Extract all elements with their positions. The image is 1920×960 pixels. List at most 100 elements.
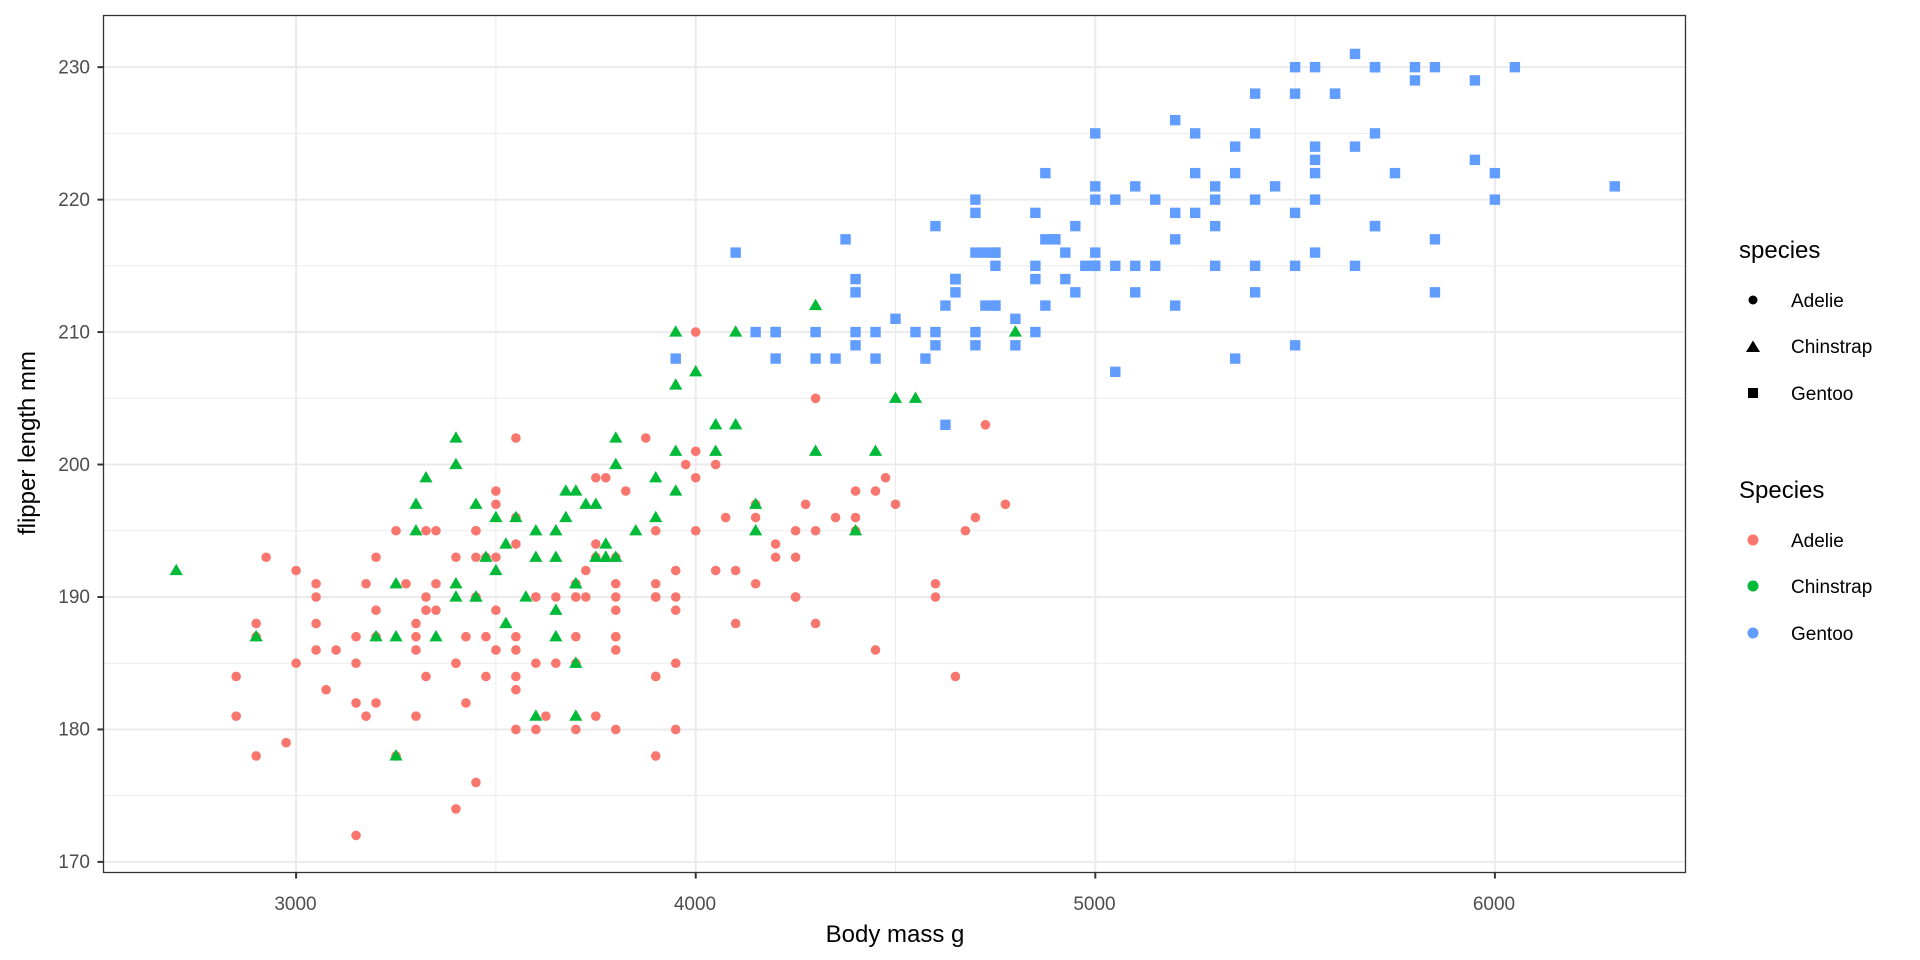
data-point-gentoo <box>980 247 991 258</box>
data-point-gentoo <box>1229 353 1241 364</box>
data-point-gentoo <box>1469 75 1481 86</box>
data-point-chinstrap <box>429 629 443 642</box>
data-point-adelie <box>870 486 881 496</box>
data-point-gentoo <box>840 234 851 245</box>
data-point-adelie <box>750 512 761 523</box>
data-point-gentoo <box>850 273 861 285</box>
data-point-adelie <box>431 525 441 536</box>
data-point-gentoo <box>890 313 901 325</box>
data-point-adelie <box>431 605 441 616</box>
data-point-chinstrap <box>369 629 383 642</box>
data-point-chinstrap <box>908 391 923 403</box>
data-point-adelie <box>391 525 401 536</box>
data-point-adelie <box>950 671 961 682</box>
data-point-adelie <box>351 698 361 708</box>
data-point-adelie <box>511 631 521 642</box>
data-point-gentoo <box>1249 287 1261 298</box>
y-axis-title: flipper length mm <box>14 351 41 535</box>
data-point-adelie <box>311 578 321 589</box>
data-point-gentoo <box>1269 181 1281 192</box>
data-point-chinstrap <box>409 497 423 509</box>
data-point-gentoo <box>1209 220 1221 232</box>
legend-color: Species Adelie Chinstrap Gentoo <box>1739 477 1872 645</box>
data-point-chinstrap <box>669 444 683 456</box>
data-point-chinstrap <box>389 629 403 642</box>
data-point-gentoo <box>990 247 1001 258</box>
data-point-gentoo <box>1349 48 1361 60</box>
data-point-chinstrap <box>669 484 683 496</box>
data-point-adelie <box>770 552 781 563</box>
data-point-gentoo <box>850 340 861 351</box>
data-point-adelie <box>311 618 321 629</box>
y-tick-label-190: 190 <box>58 587 90 608</box>
data-point-gentoo <box>1150 260 1161 272</box>
data-point-adelie <box>331 645 341 655</box>
data-point-chinstrap <box>669 325 683 337</box>
data-point-adelie <box>531 724 541 735</box>
data-point-adelie <box>411 631 421 642</box>
legend-color-chinstrap: Chinstrap <box>1791 577 1872 598</box>
data-point-gentoo <box>930 220 941 232</box>
data-point-adelie <box>461 698 471 708</box>
data-point-gentoo <box>1060 273 1071 285</box>
data-point-adelie <box>830 512 841 523</box>
data-point-gentoo <box>1110 260 1121 272</box>
data-point-adelie <box>591 472 601 483</box>
data-point-gentoo <box>1070 220 1081 232</box>
data-point-chinstrap <box>549 603 563 615</box>
data-point-adelie <box>531 592 541 602</box>
legend-color-title: Species <box>1739 477 1824 504</box>
data-point-adelie <box>491 552 501 563</box>
data-point-adelie <box>581 565 591 576</box>
data-point-gentoo <box>1090 181 1101 192</box>
data-point-gentoo <box>1209 194 1221 205</box>
legend-shape-gentoo: Gentoo <box>1791 384 1853 405</box>
data-point-gentoo <box>670 353 681 364</box>
data-point-gentoo <box>1309 167 1321 179</box>
data-point-gentoo <box>1489 194 1501 205</box>
data-point-gentoo <box>1309 154 1321 166</box>
data-point-gentoo <box>980 300 991 311</box>
data-point-chinstrap <box>559 484 573 496</box>
data-point-chinstrap <box>709 417 723 430</box>
data-point-chinstrap <box>479 550 493 562</box>
data-point-chinstrap <box>489 510 503 523</box>
data-point-adelie <box>650 525 661 536</box>
data-point-adelie <box>251 751 261 761</box>
data-point-gentoo <box>850 326 861 338</box>
data-point-chinstrap <box>868 444 883 456</box>
data-point-chinstrap <box>449 457 463 470</box>
data-point-adelie <box>610 592 621 602</box>
data-point-gentoo <box>1090 260 1101 272</box>
data-point-gentoo <box>1090 128 1101 139</box>
data-point-gentoo <box>1289 340 1301 351</box>
data-point-gentoo <box>1090 194 1101 205</box>
legend-square-icon <box>1748 388 1758 398</box>
data-point-gentoo <box>1229 167 1241 179</box>
data-point-gentoo <box>950 273 961 285</box>
data-point-adelie <box>401 578 411 589</box>
data-point-adelie <box>650 671 661 682</box>
data-point-gentoo <box>1289 61 1301 73</box>
data-point-chinstrap <box>579 497 593 509</box>
data-point-chinstrap <box>549 629 563 642</box>
data-point-adelie <box>650 751 661 761</box>
data-point-adelie <box>980 419 991 430</box>
data-point-gentoo <box>810 353 821 364</box>
legend-circle-icon <box>1748 295 1758 305</box>
data-point-gentoo <box>1369 61 1381 73</box>
data-point-adelie <box>311 592 321 602</box>
data-point-adelie <box>690 472 701 483</box>
data-point-chinstrap <box>808 298 823 311</box>
x-axis-title: Body mass g <box>826 921 965 948</box>
data-point-adelie <box>551 592 561 602</box>
data-point-gentoo <box>1409 61 1421 73</box>
data-point-chinstrap <box>169 563 183 576</box>
data-point-gentoo <box>1110 366 1121 378</box>
data-point-adelie <box>880 472 891 483</box>
data-point-adelie <box>730 618 741 629</box>
data-point-chinstrap <box>569 484 583 496</box>
data-point-adelie <box>610 578 621 589</box>
data-point-gentoo <box>1489 167 1501 179</box>
